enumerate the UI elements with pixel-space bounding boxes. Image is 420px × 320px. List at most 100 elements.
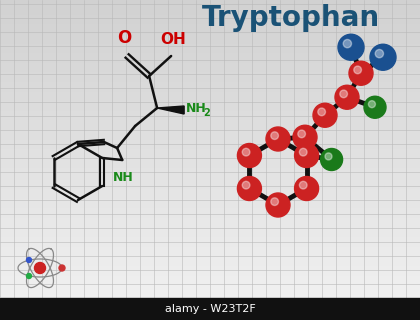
Bar — [0, 291, 420, 293]
Bar — [0, 34, 420, 35]
Circle shape — [375, 50, 383, 58]
Bar — [0, 117, 420, 118]
Bar — [0, 144, 420, 146]
Bar — [0, 27, 420, 29]
Bar — [0, 285, 420, 286]
Circle shape — [325, 153, 332, 160]
Bar — [0, 277, 420, 278]
Bar — [0, 110, 420, 112]
Bar — [0, 24, 420, 26]
Bar — [0, 74, 420, 75]
Bar — [0, 66, 420, 67]
Bar — [0, 179, 420, 181]
Bar — [0, 213, 420, 214]
Bar — [0, 155, 420, 157]
Circle shape — [354, 66, 362, 74]
Circle shape — [370, 44, 396, 70]
Bar — [0, 259, 420, 261]
Bar — [0, 112, 420, 114]
Bar — [0, 69, 420, 70]
Bar — [0, 131, 420, 133]
Circle shape — [34, 262, 45, 274]
Circle shape — [59, 265, 65, 271]
Bar — [0, 99, 420, 101]
Bar — [0, 78, 420, 80]
Circle shape — [298, 130, 305, 138]
Text: OH: OH — [160, 32, 186, 47]
Bar — [0, 45, 420, 46]
Bar — [0, 72, 420, 74]
Circle shape — [26, 258, 32, 262]
Bar — [0, 0, 420, 2]
Bar — [0, 32, 420, 34]
Bar — [0, 86, 420, 88]
Circle shape — [266, 127, 290, 151]
Bar — [0, 219, 420, 221]
Bar — [0, 170, 420, 171]
Bar — [0, 16, 420, 18]
Bar — [0, 216, 420, 218]
Bar — [0, 195, 420, 197]
Bar — [0, 173, 420, 174]
Bar — [0, 142, 420, 144]
Bar — [0, 54, 420, 56]
Bar — [0, 2, 420, 3]
Bar — [0, 221, 420, 222]
Bar — [0, 168, 420, 170]
Bar — [0, 299, 420, 301]
Circle shape — [299, 181, 307, 189]
Bar — [0, 94, 420, 96]
Bar — [0, 83, 420, 85]
Bar — [0, 120, 420, 122]
Bar — [0, 29, 420, 30]
Bar — [0, 274, 420, 275]
Bar — [0, 304, 420, 306]
Text: Tryptophan: Tryptophan — [202, 4, 380, 32]
Bar — [0, 56, 420, 58]
Circle shape — [293, 125, 317, 149]
Bar — [0, 186, 420, 187]
Bar — [0, 178, 420, 179]
Bar — [0, 314, 420, 315]
Bar — [0, 312, 420, 314]
Bar — [0, 218, 420, 219]
Bar — [0, 165, 420, 166]
Bar — [0, 61, 420, 62]
Bar — [0, 184, 420, 186]
Bar — [0, 237, 420, 238]
Bar — [0, 59, 420, 61]
Bar — [0, 306, 420, 307]
Bar — [0, 200, 420, 202]
Bar — [0, 126, 420, 128]
Bar — [0, 310, 420, 312]
Text: alamy - W23T2F: alamy - W23T2F — [165, 304, 255, 314]
Bar — [0, 290, 420, 291]
Bar — [0, 162, 420, 163]
Bar — [0, 101, 420, 102]
Bar — [0, 46, 420, 48]
Bar — [0, 154, 420, 155]
Circle shape — [266, 193, 290, 217]
Bar — [0, 70, 420, 72]
Bar — [0, 309, 420, 310]
Circle shape — [237, 177, 261, 201]
Bar — [0, 302, 420, 304]
Bar — [0, 198, 420, 200]
Bar — [0, 128, 420, 130]
Bar — [0, 318, 420, 320]
Bar — [0, 197, 420, 198]
Bar — [0, 254, 420, 256]
Bar — [0, 238, 420, 240]
Polygon shape — [157, 106, 184, 114]
Bar — [0, 58, 420, 59]
Bar — [0, 146, 420, 147]
Bar — [0, 278, 420, 280]
Circle shape — [271, 198, 278, 205]
Bar — [0, 250, 420, 251]
Bar — [0, 242, 420, 243]
Bar — [0, 222, 420, 224]
Circle shape — [242, 181, 250, 189]
Bar — [0, 8, 420, 10]
Bar — [0, 275, 420, 277]
Bar — [0, 298, 420, 299]
